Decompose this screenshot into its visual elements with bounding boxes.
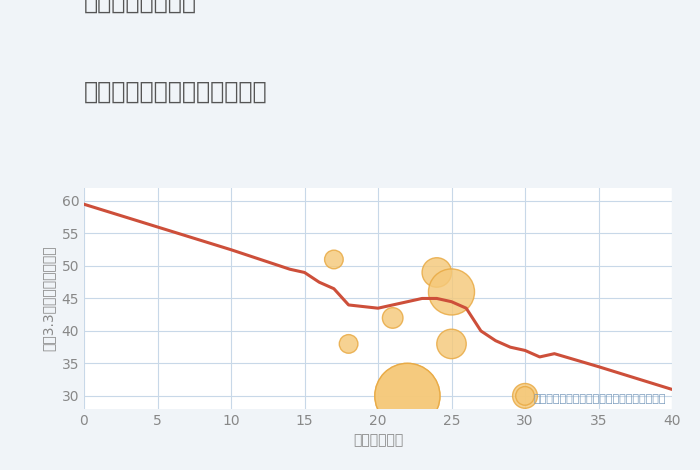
- Text: 円の大きさは、取引のあった物件面積を示す: 円の大きさは、取引のあった物件面積を示す: [533, 394, 666, 405]
- Point: [387, 314, 398, 321]
- Point: [431, 269, 442, 276]
- Point: [328, 256, 339, 263]
- Point: [519, 392, 531, 399]
- Y-axis label: 坪（3.3㎡）単価（万円）: 坪（3.3㎡）単価（万円）: [42, 246, 56, 351]
- Text: 千葉県野田市花井: 千葉県野田市花井: [84, 0, 197, 14]
- Point: [402, 392, 413, 399]
- Point: [343, 340, 354, 348]
- Point: [446, 340, 457, 348]
- X-axis label: 築年数（年）: 築年数（年）: [353, 433, 403, 447]
- Point: [402, 392, 413, 399]
- Point: [519, 392, 531, 399]
- Text: 築年数別中古マンション価格: 築年数別中古マンション価格: [84, 79, 267, 103]
- Point: [446, 288, 457, 296]
